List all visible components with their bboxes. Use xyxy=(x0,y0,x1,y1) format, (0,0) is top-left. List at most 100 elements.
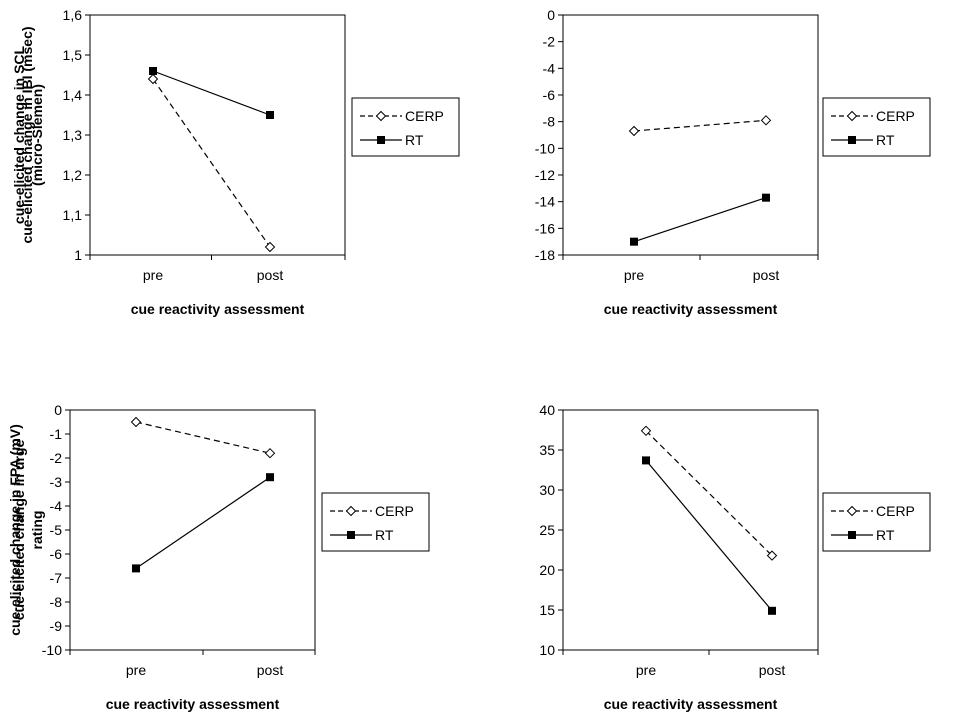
y-tick-label: -1 xyxy=(50,426,63,442)
x-tick-label: post xyxy=(753,267,780,283)
legend-marker xyxy=(846,505,858,517)
chart-4: 10 15 20 25 30 35 40 pre post cue reactivity asse… xyxy=(11,402,931,712)
y-tick-label: -10 xyxy=(42,642,62,658)
y-tick-label: 1 xyxy=(74,247,82,263)
y-tick-label: -6 xyxy=(543,87,556,103)
y-axis-title: cue-elicited change in IBI (msec) xyxy=(19,26,35,243)
series-cerp xyxy=(130,416,276,459)
series-rt xyxy=(149,67,274,119)
y-tick-label: -9 xyxy=(50,618,63,634)
series-cerp xyxy=(640,425,778,561)
y-tick-label: -12 xyxy=(535,167,555,183)
data-point xyxy=(147,73,159,85)
legend-box xyxy=(321,492,430,552)
x-tick-label: pre xyxy=(636,662,656,678)
series-line xyxy=(135,421,271,454)
legend-label: CERP xyxy=(876,108,915,124)
plot-frame xyxy=(562,14,819,256)
legend-marker xyxy=(848,531,856,539)
data-point xyxy=(768,606,776,615)
y-tick-label: -2 xyxy=(543,34,556,50)
y-tick-label: -2 xyxy=(50,450,63,466)
x-axis-title: cue reactivity assessment xyxy=(131,301,305,317)
x-tick-label: pre xyxy=(126,662,146,678)
series-rt xyxy=(642,456,776,615)
legend-marker xyxy=(347,531,355,539)
y-tick-label: -7 xyxy=(50,570,63,586)
x-tick-label: post xyxy=(257,267,284,283)
legend-box xyxy=(351,97,460,157)
series-rt xyxy=(132,473,274,573)
legend-label: RT xyxy=(375,527,394,543)
series-cerp xyxy=(147,73,276,253)
data-point xyxy=(630,237,638,246)
series-line xyxy=(633,197,767,243)
y-tick-label: 0 xyxy=(547,7,555,23)
series-cerp xyxy=(628,115,772,137)
legend: CERP RT xyxy=(351,97,460,157)
legend-label: RT xyxy=(405,132,424,148)
data-point xyxy=(130,416,142,428)
y-tick-label: -18 xyxy=(535,247,555,263)
legend: CERP RT xyxy=(822,492,931,552)
legend-box xyxy=(822,492,931,552)
y-tick-label: 30 xyxy=(539,482,555,498)
y-tick-label: 1,5 xyxy=(63,47,83,63)
y-tick-label: 0 xyxy=(54,402,62,418)
data-point xyxy=(266,473,274,482)
data-point xyxy=(132,564,140,573)
series-rt xyxy=(630,193,770,246)
y-tick-label: 40 xyxy=(539,402,555,418)
y-tick-label: -3 xyxy=(50,474,63,490)
legend-marker xyxy=(848,136,856,144)
y-tick-label: 1,1 xyxy=(63,207,83,223)
chart-2: -18 -16 -14 -12 -10 -8 -6 -4 -2 0 pre post cue react… xyxy=(19,7,931,317)
y-tick-label: -4 xyxy=(543,60,556,76)
y-tick-label: 1,6 xyxy=(63,7,83,23)
series-line xyxy=(633,119,767,132)
series-line xyxy=(645,430,773,557)
x-tick-label: post xyxy=(759,662,786,678)
legend-marker xyxy=(375,110,387,122)
x-axis-title: cue reactivity assessment xyxy=(106,696,280,712)
legend-label: CERP xyxy=(405,108,444,124)
x-tick-label: post xyxy=(257,662,284,678)
y-axis-title: cue-elicited change in SCL xyxy=(11,45,27,224)
data-point xyxy=(149,67,157,75)
y-tick-label: 20 xyxy=(539,562,555,578)
y-tick-label: 1,2 xyxy=(63,167,83,183)
data-point xyxy=(628,125,640,137)
y-axis-title: (micro-Siemen) xyxy=(29,84,45,186)
plot-frame xyxy=(562,409,819,651)
x-axis-title: cue reactivity assessment xyxy=(604,696,778,712)
series-line xyxy=(135,476,271,569)
x-axis-title: cue reactivity assessment xyxy=(604,301,778,317)
y-tick-label: -4 xyxy=(50,498,63,514)
y-tick-label: -10 xyxy=(535,140,555,156)
y-tick-label: 35 xyxy=(539,442,555,458)
legend-marker xyxy=(377,136,385,144)
chart-1: 1 1,1 1,2 1,3 1,4 1,5 1,6 pre post cue reactivity… xyxy=(11,7,460,317)
legend-marker xyxy=(846,110,858,122)
legend-marker xyxy=(345,505,357,517)
data-point xyxy=(642,456,650,465)
legend-label: RT xyxy=(876,132,895,148)
data-point xyxy=(760,115,772,126)
y-tick-label: -5 xyxy=(50,522,63,538)
y-tick-label: 1,4 xyxy=(63,87,83,103)
y-tick-label: -6 xyxy=(50,546,63,562)
data-point xyxy=(266,111,274,119)
series-line xyxy=(152,70,271,116)
y-tick-label: -14 xyxy=(535,194,555,210)
legend: CERP RT xyxy=(822,97,931,157)
data-point xyxy=(766,550,778,561)
data-point xyxy=(264,447,276,459)
y-axis-title: rating xyxy=(29,511,45,550)
y-axis-title: cue-elicited change in FPA (mV) xyxy=(7,424,23,636)
y-tick-label: -8 xyxy=(543,114,556,130)
y-tick-label: 10 xyxy=(539,642,555,658)
data-point xyxy=(640,425,652,437)
legend-label: RT xyxy=(876,527,895,543)
